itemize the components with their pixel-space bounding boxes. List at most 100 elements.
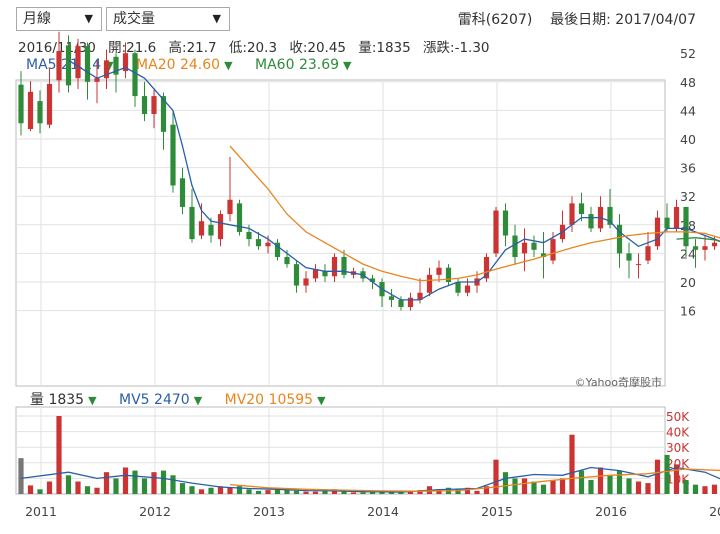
candle-body xyxy=(360,271,366,279)
price-tick-label: 20 xyxy=(680,275,696,290)
candle-body xyxy=(236,203,243,232)
candle-body xyxy=(569,203,575,225)
price-tick-label: 40 xyxy=(680,132,696,147)
volume-bar xyxy=(350,492,357,494)
volume-bar xyxy=(597,467,604,494)
candle-body xyxy=(711,242,718,247)
volume-frame xyxy=(15,406,666,495)
volume-bar xyxy=(227,487,233,494)
legend-ma60[interactable]: MA60 23.69 ▼ xyxy=(255,57,352,73)
volume-bar xyxy=(341,490,347,494)
volume-bar xyxy=(151,472,157,494)
candle-body xyxy=(597,206,604,229)
candle-body xyxy=(521,242,528,254)
ohlc-info: 2016/11/30 開:21.6 高:21.7 低:20.3 收:20.45 … xyxy=(18,36,498,56)
candle-body xyxy=(293,264,300,286)
price-tick-label: 52 xyxy=(680,46,696,61)
volume-bar xyxy=(540,484,547,494)
volume-bar xyxy=(664,455,670,494)
candle-body xyxy=(341,256,347,275)
volume-bar xyxy=(626,478,632,494)
candle-body xyxy=(46,83,53,125)
indicator-select[interactable]: 成交量 ▼ xyxy=(106,7,230,31)
volume-bar xyxy=(379,492,385,494)
volume-bar xyxy=(654,459,661,494)
price-panel: 16 20 24 28 32 36 40 44 48 52 xyxy=(15,31,720,387)
stock-name: 雷科(6207) xyxy=(457,12,533,28)
legend-mv5[interactable]: MV5 2470 ▼ xyxy=(119,392,203,408)
triangle-down-icon: ▼ xyxy=(224,59,233,72)
candle-body xyxy=(94,78,100,82)
price-tick-label: 44 xyxy=(680,103,696,118)
candle-body xyxy=(170,124,176,186)
volume-bar xyxy=(113,478,119,494)
legend-mv20[interactable]: MV20 10595 ▼ xyxy=(224,392,326,408)
candle-body xyxy=(312,269,319,279)
volume-bar xyxy=(578,470,585,494)
candle-body xyxy=(303,278,309,286)
candle-body xyxy=(692,246,699,250)
volume-bar xyxy=(531,481,537,494)
candle-body xyxy=(436,267,442,275)
volume-bar xyxy=(160,470,167,494)
volume-bar xyxy=(170,475,176,494)
price-tick-label: 28 xyxy=(680,218,696,233)
candle-body xyxy=(483,256,490,279)
volume-bar xyxy=(369,491,376,494)
legend-volume[interactable]: 量 1835 ▼ xyxy=(30,392,97,408)
volume-bar xyxy=(569,434,575,494)
candle-body xyxy=(683,206,689,247)
volume-bar xyxy=(265,490,271,494)
x-tick-label: 2011 xyxy=(25,504,57,519)
candle-body xyxy=(18,84,24,124)
volume-bar xyxy=(284,489,290,494)
last-date: 最後日期: 2017/04/07 xyxy=(550,12,696,28)
volume-bar xyxy=(189,486,195,494)
candle-body xyxy=(189,206,195,240)
candle-body xyxy=(246,231,252,240)
price-tick-label: 32 xyxy=(680,189,696,204)
candle-body xyxy=(151,96,157,114)
volume-bar xyxy=(512,478,518,494)
volume-bar xyxy=(274,487,281,494)
volume-bar xyxy=(27,485,34,494)
volume-bar xyxy=(550,479,556,494)
candle-body xyxy=(474,278,480,286)
candle-body xyxy=(379,282,385,297)
volume-bar xyxy=(18,458,24,494)
volume-bar xyxy=(521,478,528,494)
ma60-line xyxy=(676,237,720,243)
legend-ma5[interactable]: MA5 21.14 ▼ xyxy=(26,57,114,73)
volume-bar xyxy=(683,479,689,494)
volume-bar xyxy=(75,481,81,494)
candle-body xyxy=(455,282,461,293)
legend-ma20[interactable]: MA20 24.60 ▼ xyxy=(136,57,233,73)
volume-bar xyxy=(103,472,110,494)
dropdown-arrow-icon: ▼ xyxy=(84,12,93,25)
candle-body xyxy=(588,214,594,229)
volume-bar xyxy=(84,486,91,494)
volume-bar xyxy=(198,489,205,494)
volume-bar xyxy=(645,483,651,494)
candle-body xyxy=(141,96,148,114)
volume-bar xyxy=(56,416,62,494)
period-select-label: 月線 xyxy=(23,11,51,27)
volume-bar xyxy=(559,478,566,494)
candle-body xyxy=(550,239,556,261)
candle-body xyxy=(645,246,651,261)
ohlc-high: 高:21.7 xyxy=(168,40,217,56)
ohlc-close: 收:20.45 xyxy=(289,40,347,56)
candle-body xyxy=(284,256,290,265)
triangle-down-icon: ▼ xyxy=(105,59,114,72)
ma20-line xyxy=(229,145,720,282)
volume-bar xyxy=(94,487,100,494)
volume-bar xyxy=(255,490,262,494)
period-select[interactable]: 月線 ▼ xyxy=(16,7,102,31)
price-tick-label: 36 xyxy=(680,161,696,176)
volume-bar xyxy=(711,484,718,494)
candle-body xyxy=(635,264,642,266)
stock-header: 雷科(6207) 最後日期: 2017/04/07 xyxy=(458,9,696,29)
price-frame xyxy=(15,79,666,387)
candle-body xyxy=(502,210,509,236)
